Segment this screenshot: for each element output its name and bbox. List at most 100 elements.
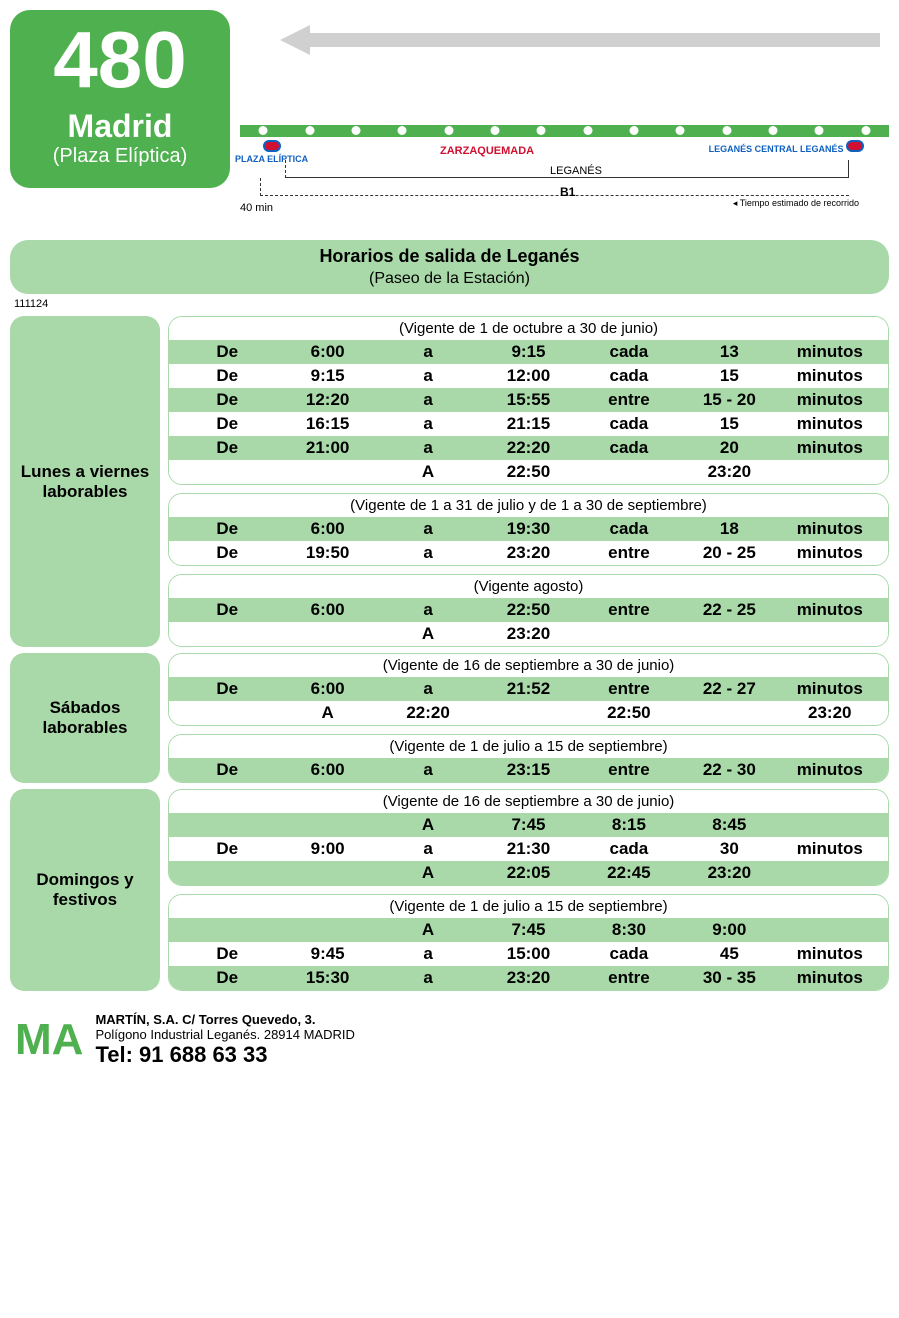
table-cell: 6:00 bbox=[277, 519, 377, 539]
table-cell: cada bbox=[579, 414, 679, 434]
table-cell bbox=[177, 920, 277, 940]
header: 480 Madrid (Plaza Elíptica) MADRID (Inte… bbox=[0, 0, 899, 230]
table-cell: minutos bbox=[780, 944, 880, 964]
stop-dot bbox=[490, 126, 499, 135]
metro-right-label: LEGANÉS CENTRAL LEGANÉS bbox=[709, 144, 844, 154]
metro-icon bbox=[846, 140, 864, 152]
leganes-label: LEGANÉS bbox=[550, 165, 602, 177]
tel-number: 91 688 63 33 bbox=[139, 1042, 267, 1067]
table-cell: 22:50 bbox=[478, 600, 578, 620]
table-cell: De bbox=[177, 679, 277, 699]
table-cell: entre bbox=[579, 390, 679, 410]
table-cell: minutos bbox=[780, 366, 880, 386]
table-cell: A bbox=[378, 624, 478, 644]
day-label: Domingos y festivos bbox=[10, 789, 160, 991]
schedule-table: (Vigente de 1 de julio a 15 de septiembr… bbox=[168, 734, 889, 783]
table-cell bbox=[478, 703, 578, 723]
table-cell bbox=[780, 920, 880, 940]
schedule-block: Lunes a viernes laborables(Vigente de 1 … bbox=[10, 316, 889, 647]
zarzaquemada-label: ZARZAQUEMADA bbox=[440, 145, 534, 157]
travel-time: 40 min bbox=[240, 202, 273, 214]
table-cell: 20 - 25 bbox=[679, 543, 779, 563]
schedule-table: (Vigente de 1 a 31 de julio y de 1 a 30 … bbox=[168, 493, 889, 566]
table-cell: 9:45 bbox=[277, 944, 377, 964]
table-cell: De bbox=[177, 839, 277, 859]
table-cell: minutos bbox=[780, 543, 880, 563]
table-row: De6:00a22:50entre22 - 25minutos bbox=[169, 598, 888, 622]
table-cell: a bbox=[378, 600, 478, 620]
table-cell bbox=[679, 703, 779, 723]
table-cell: 6:00 bbox=[277, 760, 377, 780]
table-row: De21:00a22:20cada20minutos bbox=[169, 436, 888, 460]
table-caption: (Vigente de 1 de julio a 15 de septiembr… bbox=[169, 895, 888, 918]
section-title: Horarios de salida de Leganés (Paseo de … bbox=[10, 240, 889, 294]
table-cell: 30 bbox=[679, 839, 779, 859]
table-caption: (Vigente de 16 de septiembre a 30 de jun… bbox=[169, 654, 888, 677]
company-logo: MA bbox=[15, 1015, 83, 1065]
title-main: Horarios de salida de Leganés bbox=[319, 246, 579, 266]
table-cell bbox=[277, 920, 377, 940]
schedule-block: Sábados laborables(Vigente de 16 de sept… bbox=[10, 653, 889, 783]
table-cell: entre bbox=[579, 679, 679, 699]
table-caption: (Vigente de 1 de julio a 15 de septiembr… bbox=[169, 735, 888, 758]
table-row: De9:45a15:00cada45minutos bbox=[169, 942, 888, 966]
table-cell: 6:00 bbox=[277, 679, 377, 699]
stop-dot bbox=[769, 126, 778, 135]
table-caption: (Vigente de 1 de octubre a 30 de junio) bbox=[169, 317, 888, 340]
time-bracket bbox=[260, 178, 849, 196]
table-cell: A bbox=[378, 863, 478, 883]
table-cell: cada bbox=[579, 438, 679, 458]
route-badge: 480 Madrid (Plaza Elíptica) bbox=[10, 10, 230, 188]
table-row: De9:00a21:30cada30minutos bbox=[169, 837, 888, 861]
table-row: A22:0522:4523:20 bbox=[169, 861, 888, 885]
tel-label: Tel: bbox=[95, 1042, 132, 1067]
schedule-table: (Vigente de 16 de septiembre a 30 de jun… bbox=[168, 789, 889, 886]
schedule-table: (Vigente de 1 de julio a 15 de septiembr… bbox=[168, 894, 889, 991]
table-cell: 23:20 bbox=[679, 462, 779, 482]
table-row: De16:15a21:15cada15minutos bbox=[169, 412, 888, 436]
table-cell: minutos bbox=[780, 968, 880, 988]
table-cell: De bbox=[177, 414, 277, 434]
table-row: De19:50a23:20entre20 - 25minutos bbox=[169, 541, 888, 565]
table-cell: 21:00 bbox=[277, 438, 377, 458]
table-cell: cada bbox=[579, 366, 679, 386]
table-cell: 16:15 bbox=[277, 414, 377, 434]
table-cell: minutos bbox=[780, 679, 880, 699]
route-diagram: MADRID (Intercambiador de Plaza Elíptica… bbox=[240, 10, 889, 220]
table-cell bbox=[277, 462, 377, 482]
day-label: Lunes a viernes laborables bbox=[10, 316, 160, 647]
table-row: A22:2022:5023:20 bbox=[169, 701, 888, 725]
table-cell: 22:20 bbox=[478, 438, 578, 458]
table-cell: a bbox=[378, 944, 478, 964]
stop-dot bbox=[398, 126, 407, 135]
table-cell: De bbox=[177, 390, 277, 410]
ref-number: 111124 bbox=[14, 298, 899, 310]
table-cell: cada bbox=[579, 944, 679, 964]
table-row: A7:458:158:45 bbox=[169, 813, 888, 837]
table-cell: a bbox=[378, 543, 478, 563]
table-cell: A bbox=[378, 920, 478, 940]
table-cell: 23:20 bbox=[478, 624, 578, 644]
table-cell: 23:15 bbox=[478, 760, 578, 780]
table-cell: 22:50 bbox=[579, 703, 679, 723]
company-address: Polígono Industrial Leganés. 28914 MADRI… bbox=[95, 1027, 354, 1042]
table-cell: 15 - 20 bbox=[679, 390, 779, 410]
table-cell: 12:20 bbox=[277, 390, 377, 410]
table-cell: De bbox=[177, 968, 277, 988]
table-row: De6:00a23:15entre22 - 30minutos bbox=[169, 758, 888, 782]
table-cell: 6:00 bbox=[277, 342, 377, 362]
table-cell: 8:30 bbox=[579, 920, 679, 940]
table-cell bbox=[177, 703, 277, 723]
table-cell: cada bbox=[579, 342, 679, 362]
table-cell bbox=[679, 624, 779, 644]
table-cell: 23:20 bbox=[780, 703, 880, 723]
table-cell bbox=[277, 863, 377, 883]
table-cell: 45 bbox=[679, 944, 779, 964]
table-cell: 8:45 bbox=[679, 815, 779, 835]
stop-dot bbox=[583, 126, 592, 135]
table-cell: 22 - 25 bbox=[679, 600, 779, 620]
table-row: De6:00a19:30cada18minutos bbox=[169, 517, 888, 541]
table-cell: 15:55 bbox=[478, 390, 578, 410]
company-info: MARTÍN, S.A. C/ Torres Quevedo, 3. Políg… bbox=[95, 1012, 354, 1068]
table-cell: 22:05 bbox=[478, 863, 578, 883]
